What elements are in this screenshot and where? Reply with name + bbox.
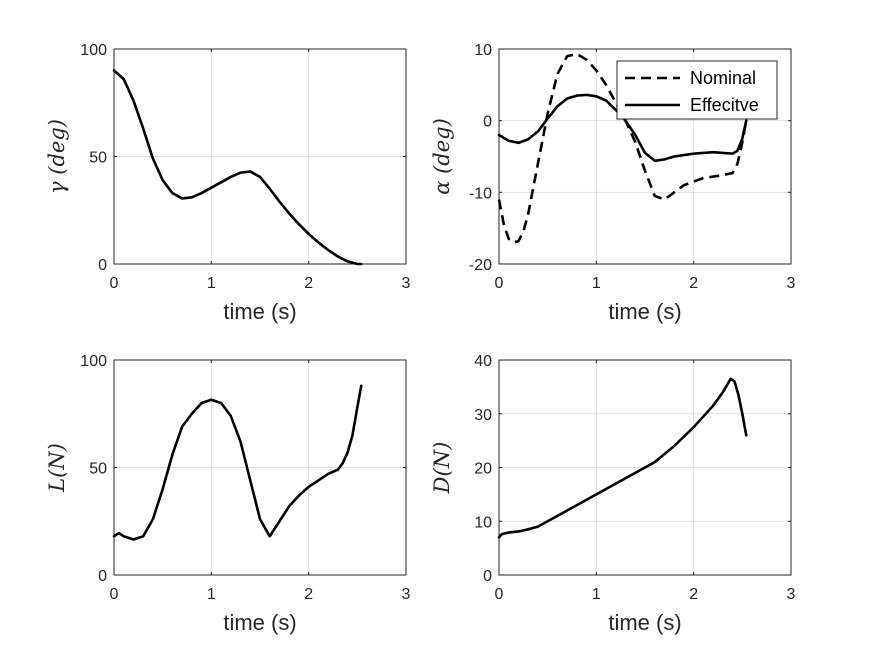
y-tick-label: 10 <box>474 514 492 531</box>
y-tick-label: 0 <box>483 568 492 585</box>
x-tick-label: 2 <box>689 586 698 603</box>
series-layer <box>112 384 363 541</box>
series-effecitve-line <box>497 93 748 163</box>
y-tick-label: 40 <box>474 353 492 370</box>
x-tick-label: 1 <box>207 275 216 292</box>
x-tick-label: 2 <box>689 275 698 292</box>
legend-effective-label: Effecitve <box>690 95 759 115</box>
x-axis-label: time (s) <box>223 610 296 635</box>
x-tick-label: 1 <box>592 586 601 603</box>
y-axis-label: γ (deg) <box>45 119 69 194</box>
legend-nominal-label: Nominal <box>690 68 756 88</box>
grid <box>113 359 407 576</box>
x-tick-label: 0 <box>110 586 119 603</box>
x-tick-label: 3 <box>787 275 796 292</box>
y-axis-label: L(N) <box>45 443 69 493</box>
x-tick-label: 2 <box>304 586 313 603</box>
y-tick-label: 0 <box>98 568 107 585</box>
x-tick-label: 0 <box>495 275 504 292</box>
x-tick-label: 2 <box>304 275 313 292</box>
series-nominal-line <box>497 52 748 244</box>
x-axis-label: time (s) <box>608 610 681 635</box>
x-tick-label: 3 <box>402 586 411 603</box>
legend: Nominal Effecitve <box>616 60 778 120</box>
series-d-line <box>497 377 748 539</box>
y-tick-label: -10 <box>469 185 492 202</box>
series-gamma-line <box>112 69 363 266</box>
y-tick-label: 20 <box>474 461 492 478</box>
y-tick-label: 100 <box>80 42 107 59</box>
y-tick-label: 100 <box>80 353 107 370</box>
x-tick-label: 3 <box>402 275 411 292</box>
y-tick-label: 30 <box>474 407 492 424</box>
ticks: 0 1 2 3 0 50 100 <box>80 42 410 292</box>
y-tick-label: 10 <box>474 42 492 59</box>
x-tick-label: 0 <box>495 586 504 603</box>
x-axis-label: time (s) <box>223 299 296 324</box>
x-tick-label: 0 <box>110 275 119 292</box>
grid <box>113 48 407 265</box>
y-tick-label: 0 <box>98 257 107 274</box>
x-tick-label: 1 <box>592 275 601 292</box>
y-axis-label: D(N) <box>430 442 454 495</box>
y-axis-label: α (deg) <box>430 118 454 195</box>
x-tick-label: 1 <box>207 586 216 603</box>
series-l-line <box>112 384 363 541</box>
lift-plot: 0 1 2 3 0 50 100 time (s) L(N) <box>45 353 411 635</box>
alpha-plot: 0 1 2 3 -20 -10 0 10 time (s) α (deg) Nominal E… <box>430 42 796 324</box>
ticks: 0 1 2 3 0 50 100 <box>80 353 410 603</box>
series-layer <box>497 377 748 539</box>
x-axis-label: time (s) <box>608 299 681 324</box>
series-layer <box>497 52 748 244</box>
legend-box <box>616 60 778 120</box>
y-tick-label: 50 <box>89 461 107 478</box>
y-tick-label: 50 <box>89 150 107 167</box>
axes-box <box>498 48 792 265</box>
x-tick-label: 3 <box>787 586 796 603</box>
y-tick-label: 0 <box>483 114 492 131</box>
series-layer <box>112 69 363 266</box>
y-tick-label: -20 <box>469 257 492 274</box>
gamma-plot: 0 1 2 3 0 50 100 time (s) γ (deg) <box>45 42 411 324</box>
ticks: 0 1 2 3 -20 -10 0 10 <box>469 42 796 292</box>
